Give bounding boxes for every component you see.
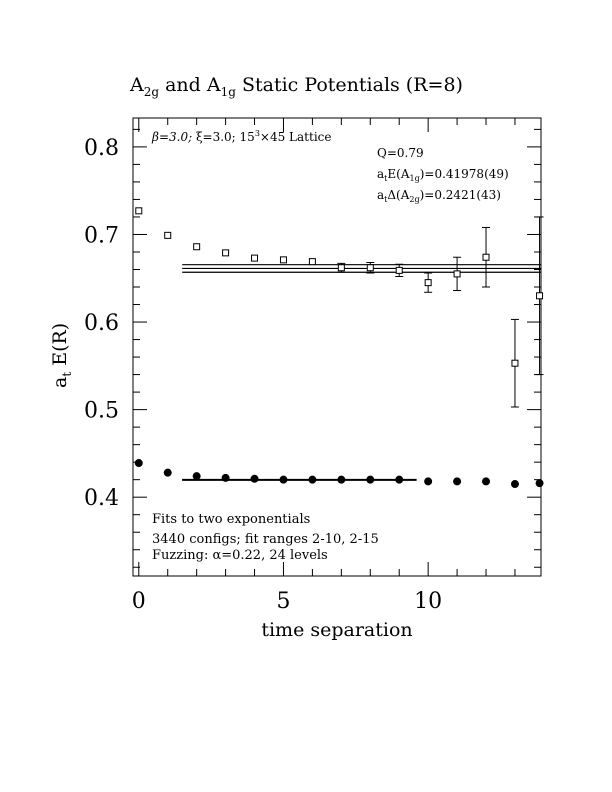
energy-post: )=0.41978(49): [420, 167, 509, 181]
a2g-point: [193, 243, 201, 251]
a2g-point: [511, 359, 519, 367]
a1g-point: [453, 477, 462, 486]
fit-method-annotation: Fits to two exponentials: [152, 512, 310, 527]
a2g-point: [337, 264, 345, 272]
plot-frame: [132, 117, 542, 577]
a1g-point: [279, 475, 288, 484]
lattice-beta: β=3.0;: [151, 130, 196, 144]
a2g-point: [279, 256, 287, 264]
a2g-point: [424, 279, 432, 287]
a1g-point: [482, 477, 491, 486]
gap-sub2: 2g: [409, 195, 419, 204]
title-sub1: 2g: [144, 85, 160, 99]
gap-post: )=0.2421(43): [420, 188, 501, 202]
a1g-point: [337, 475, 346, 484]
a1g-point: [395, 475, 404, 484]
a1g-point: [308, 475, 317, 484]
a2g-point: [482, 253, 490, 261]
a2g-point: [251, 254, 259, 262]
lattice-annotation: β=3.0; ξ=3.0; 153×45 Lattice: [151, 129, 331, 144]
q-annotation: Q=0.79: [377, 146, 424, 160]
x-tick-label: 0: [132, 589, 146, 614]
energy-annotation: atE(A1g)=0.41978(49): [377, 167, 509, 183]
title-sub2: 1g: [221, 85, 237, 99]
x-axis-ticks: [138, 118, 516, 576]
gap-pre: a: [377, 188, 384, 202]
a2g-point: [395, 266, 403, 274]
y-tick-label: 0.5: [84, 399, 119, 424]
a1g-point: [510, 480, 519, 489]
a1g-point: [424, 477, 433, 486]
energy-sub1: t: [384, 174, 388, 183]
y-axis-label: at E(R): [49, 323, 74, 388]
a1g-point: [192, 472, 201, 481]
y-tick-label: 0.6: [84, 311, 119, 336]
x-axis-tick-labels: 0 5 10: [132, 589, 442, 614]
a2g-point: [222, 249, 230, 257]
configs-annotation: 3440 configs; fit ranges 2-10, 2-15: [152, 532, 379, 547]
a1g-point: [163, 468, 172, 477]
energy-mid: E(A: [387, 167, 409, 181]
a1g-point: [535, 479, 544, 488]
a2g-point: [135, 207, 143, 215]
x-tick-label: 5: [276, 589, 290, 614]
x-tick-label: 10: [414, 589, 442, 614]
title-mid: and A: [159, 74, 221, 96]
title-prefix: A: [129, 74, 144, 96]
energy-sub2: 1g: [409, 174, 419, 183]
title-suffix: Static Potentials (R=8): [236, 74, 463, 96]
chart-title: A2g and A1g Static Potentials (R=8): [129, 74, 463, 99]
fit-lines: [182, 264, 541, 481]
a1g-point: [134, 459, 143, 468]
gap-sub1: t: [384, 195, 388, 204]
y-axis-tick-labels: 0.4 0.5 0.6 0.7 0.8: [84, 136, 119, 511]
a2g-point: [453, 270, 461, 278]
y-label-sub: t: [60, 372, 74, 377]
a1g-point: [366, 475, 375, 484]
x-axis-label: time separation: [261, 619, 412, 641]
y-tick-label: 0.4: [84, 486, 119, 511]
energy-pre: a: [377, 167, 384, 181]
series-a2g-points: [135, 207, 544, 408]
gap-mid: Δ(A: [387, 188, 409, 202]
a2g-point: [308, 258, 316, 266]
y-label-main: a: [49, 377, 71, 388]
lattice-rest: ×45 Lattice: [260, 130, 332, 144]
gap-annotation: atΔ(A2g)=0.2421(43): [377, 188, 501, 204]
a2g-point: [366, 264, 374, 272]
series-a1g-points: [134, 459, 544, 489]
y-tick-label: 0.7: [84, 223, 119, 248]
a2g-point: [536, 292, 544, 300]
a2g-point: [164, 231, 172, 239]
y-tick-label: 0.8: [84, 136, 119, 161]
a1g-point: [221, 473, 230, 482]
lattice-xi: ξ=3.0; 15: [196, 130, 255, 144]
a1g-point: [250, 474, 259, 483]
y-label-rest: E(R): [49, 323, 71, 372]
fuzzing-annotation: Fuzzing: α=0.22, 24 levels: [152, 548, 328, 563]
lattice-exp: 3: [255, 129, 260, 138]
